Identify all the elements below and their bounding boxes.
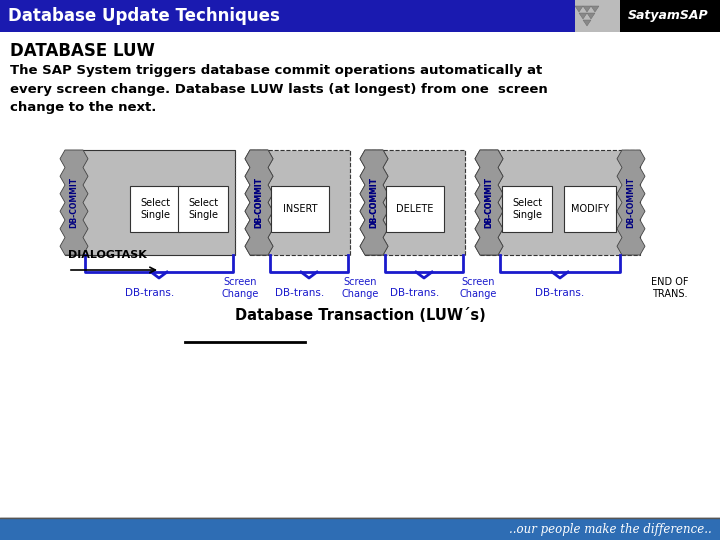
Polygon shape bbox=[575, 6, 583, 12]
Polygon shape bbox=[591, 6, 599, 12]
Bar bbox=[130, 186, 180, 232]
Text: DATABASE LUW: DATABASE LUW bbox=[10, 42, 155, 60]
Text: DB-COMMIT: DB-COMMIT bbox=[626, 177, 636, 228]
Text: DIALOGTASK: DIALOGTASK bbox=[68, 250, 147, 260]
Bar bbox=[0, 518, 720, 540]
Polygon shape bbox=[475, 150, 503, 255]
Text: Select
Single: Select Single bbox=[512, 198, 542, 220]
Text: END OF
TRANS.: END OF TRANS. bbox=[652, 277, 689, 299]
Text: Database Update Techniques: Database Update Techniques bbox=[8, 7, 280, 25]
Text: DB-COMMIT: DB-COMMIT bbox=[70, 177, 78, 228]
Text: DB-COMMIT: DB-COMMIT bbox=[254, 177, 264, 228]
Text: DB-COMMIT: DB-COMMIT bbox=[485, 177, 493, 228]
Text: DELETE: DELETE bbox=[396, 204, 433, 214]
Text: DB-trans.: DB-trans. bbox=[390, 288, 440, 298]
Text: Select
Single: Select Single bbox=[140, 198, 170, 220]
Text: DB-trans.: DB-trans. bbox=[536, 288, 585, 298]
Text: DB-trans.: DB-trans. bbox=[275, 288, 325, 298]
Polygon shape bbox=[245, 150, 273, 255]
Polygon shape bbox=[245, 150, 273, 255]
Text: Screen
Change: Screen Change bbox=[221, 277, 258, 299]
Polygon shape bbox=[579, 13, 587, 19]
Text: DB-trans.: DB-trans. bbox=[125, 288, 175, 298]
Polygon shape bbox=[587, 13, 595, 19]
Text: DB-COMMIT: DB-COMMIT bbox=[485, 177, 493, 228]
Polygon shape bbox=[475, 150, 503, 255]
Bar bbox=[271, 186, 329, 232]
Polygon shape bbox=[360, 150, 388, 255]
Text: ..our people make the difference..: ..our people make the difference.. bbox=[509, 523, 712, 536]
Bar bbox=[0, 0, 720, 32]
Polygon shape bbox=[617, 150, 645, 255]
Text: The SAP System triggers database commit operations automatically at
every screen: The SAP System triggers database commit … bbox=[10, 64, 548, 114]
Bar bbox=[564, 186, 616, 232]
Bar bbox=[502, 186, 552, 232]
Text: DB-COMMIT: DB-COMMIT bbox=[254, 177, 264, 228]
Polygon shape bbox=[583, 6, 591, 12]
Text: Screen
Change: Screen Change bbox=[341, 277, 379, 299]
Text: Select
Single: Select Single bbox=[188, 198, 218, 220]
Bar bbox=[480, 150, 640, 255]
Polygon shape bbox=[583, 20, 591, 26]
Bar bbox=[250, 150, 350, 255]
Bar bbox=[386, 186, 444, 232]
Bar bbox=[365, 150, 465, 255]
Text: INSERT: INSERT bbox=[283, 204, 318, 214]
Bar bbox=[178, 186, 228, 232]
Text: DB-COMMIT: DB-COMMIT bbox=[369, 177, 379, 228]
Polygon shape bbox=[360, 150, 388, 255]
Bar bbox=[65, 150, 235, 255]
Text: MODIFY: MODIFY bbox=[571, 204, 609, 214]
Bar bbox=[575, 0, 620, 32]
Bar bbox=[620, 0, 720, 32]
Text: SatyamSAP: SatyamSAP bbox=[628, 10, 708, 23]
Polygon shape bbox=[60, 150, 88, 255]
Text: Screen
Change: Screen Change bbox=[459, 277, 497, 299]
Text: DB-COMMIT: DB-COMMIT bbox=[369, 177, 379, 228]
Text: Database Transaction (LUW´s): Database Transaction (LUW´s) bbox=[235, 308, 485, 323]
